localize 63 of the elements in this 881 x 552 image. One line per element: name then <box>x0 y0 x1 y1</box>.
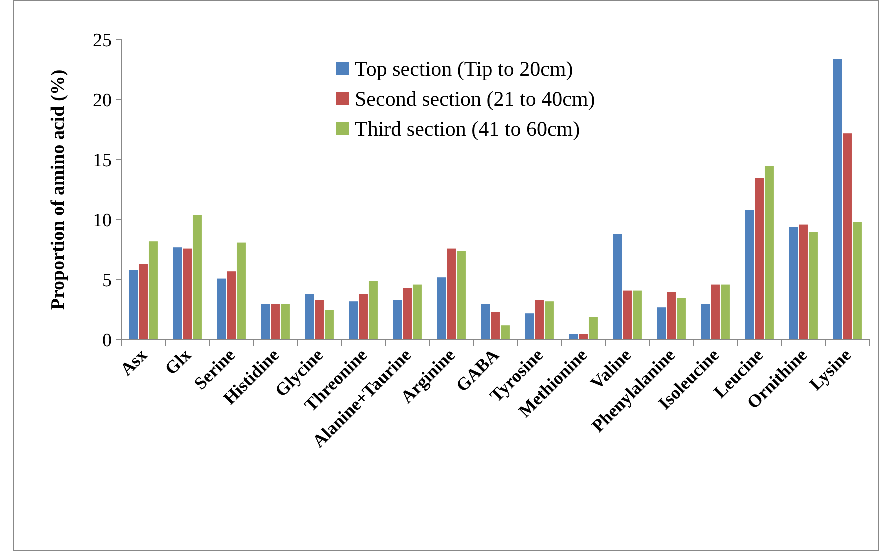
bar <box>349 302 358 340</box>
bar <box>393 300 402 340</box>
bar <box>305 294 314 340</box>
bar <box>701 304 710 340</box>
bar <box>579 334 588 340</box>
bar <box>148 242 158 340</box>
y-tick-label: 15 <box>93 150 112 172</box>
bar <box>588 317 598 340</box>
bar <box>789 227 798 340</box>
y-tick-label: 25 <box>93 30 112 52</box>
bar <box>491 312 500 340</box>
bar <box>192 215 202 340</box>
bar <box>271 304 280 340</box>
bar <box>217 278 226 340</box>
bar <box>657 308 666 340</box>
bar <box>613 234 622 340</box>
bar <box>412 284 422 340</box>
bar <box>280 304 290 340</box>
bar <box>799 224 808 340</box>
x-tick-label: Asx <box>116 344 152 380</box>
x-tick-label: Glx <box>161 344 196 379</box>
bar <box>437 278 446 340</box>
bar <box>667 292 676 340</box>
bar <box>139 264 148 340</box>
bar <box>500 326 510 340</box>
bar <box>236 242 246 340</box>
bar <box>569 334 578 340</box>
y-tick-label: 20 <box>93 90 112 112</box>
bar <box>324 310 334 340</box>
bar <box>535 300 544 340</box>
legend-label: Third section (41 to 60cm) <box>355 116 580 141</box>
bar <box>481 304 490 340</box>
bar <box>183 248 192 340</box>
bar <box>403 288 412 340</box>
bar <box>227 272 236 340</box>
bar <box>720 284 730 340</box>
bar <box>632 290 642 340</box>
y-tick-label: 10 <box>93 210 112 232</box>
bar <box>808 232 818 340</box>
legend-label: Top section (Tip to 20cm) <box>355 56 574 81</box>
bar <box>129 270 138 340</box>
bar <box>525 314 534 340</box>
bar <box>833 59 842 340</box>
bar <box>173 248 182 340</box>
bar <box>755 178 764 340</box>
y-axis-title: Proportion of amino acid (%) <box>48 70 69 310</box>
bar <box>456 251 466 340</box>
bar <box>764 166 774 340</box>
bar <box>315 300 324 340</box>
bar <box>261 304 270 340</box>
bar <box>447 248 456 340</box>
bar <box>852 222 862 340</box>
legend-label: Second section (21 to 40cm) <box>355 86 596 111</box>
y-tick-label: 0 <box>102 330 112 352</box>
bar <box>843 134 852 340</box>
bar <box>368 281 378 340</box>
bar <box>745 210 754 340</box>
y-tick-label: 5 <box>102 270 112 292</box>
bar <box>544 302 554 340</box>
bar <box>623 290 632 340</box>
bar <box>359 294 368 340</box>
bar <box>711 284 720 340</box>
bar <box>676 298 686 340</box>
